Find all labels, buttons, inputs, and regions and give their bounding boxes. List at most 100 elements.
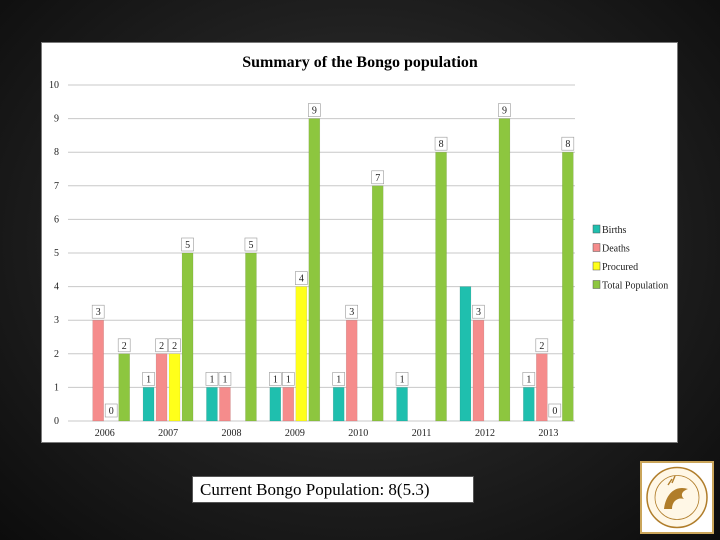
y-tick-label: 7 xyxy=(54,181,59,192)
data-label-box xyxy=(205,372,219,386)
bar-births xyxy=(523,387,535,422)
data-label: 2 xyxy=(539,341,544,352)
data-label: 8 xyxy=(439,139,444,150)
data-label-box xyxy=(155,338,168,353)
chart-panel: Summary of the Bongo population 0 1 2 3 4 5 6 7… xyxy=(41,42,678,443)
data-label: 9 xyxy=(312,106,317,117)
legend-swatch xyxy=(592,261,601,271)
chart-svg: Summary of the Bongo population 0 1 2 3 4 5 6 7… xyxy=(49,54,668,439)
y-tick-label: 1 xyxy=(54,382,59,393)
data-label: 0 xyxy=(552,406,557,417)
data-label-box xyxy=(218,372,232,386)
data-label: 8 xyxy=(565,139,570,150)
data-label-box xyxy=(117,338,131,353)
chart-title: Summary of the Bongo population xyxy=(242,54,478,71)
data-label: 0 xyxy=(109,406,114,417)
data-label-box xyxy=(104,403,118,418)
bar-total-population xyxy=(371,185,384,422)
x-tick-label: 2013 xyxy=(538,428,558,439)
bar-births xyxy=(269,387,282,422)
bar-total-population xyxy=(308,118,321,422)
data-label-box xyxy=(498,103,511,117)
x-tick-label: 2010 xyxy=(348,428,368,439)
bar-total-population xyxy=(181,252,194,422)
data-label-box xyxy=(548,403,562,418)
y-tick-label: 2 xyxy=(54,349,59,360)
bar-births xyxy=(142,387,155,422)
data-label-box xyxy=(472,304,485,319)
data-label: 1 xyxy=(400,374,405,385)
legend-label: Births xyxy=(602,225,627,236)
data-label: 1 xyxy=(336,374,341,385)
data-label-box xyxy=(244,237,258,252)
legend-swatch xyxy=(592,280,601,289)
data-label: 1 xyxy=(209,374,214,385)
data-label-box xyxy=(269,372,282,386)
legend-swatch xyxy=(592,224,601,234)
x-tick-label: 2009 xyxy=(285,428,305,439)
x-tick-label: 2006 xyxy=(95,428,115,439)
bar-births xyxy=(396,387,408,422)
bar-deaths xyxy=(219,387,231,422)
bar-births xyxy=(459,286,472,422)
data-label: 4 xyxy=(299,274,304,285)
data-label-box xyxy=(295,271,308,285)
data-label: 3 xyxy=(349,307,354,318)
data-label-box xyxy=(345,304,358,319)
data-label: 1 xyxy=(146,374,151,385)
bar-births xyxy=(206,387,218,422)
y-tick-label: 8 xyxy=(54,147,59,158)
legend-label: Total Population xyxy=(602,281,668,292)
x-tick-label: 2012 xyxy=(475,428,495,439)
data-label-box xyxy=(282,372,295,386)
data-label-box xyxy=(91,304,105,319)
data-label: 2 xyxy=(159,341,164,352)
data-label: 5 xyxy=(185,240,190,251)
bar-deaths xyxy=(536,353,548,422)
bar-total-population xyxy=(118,353,130,422)
data-label: 1 xyxy=(222,374,227,385)
bar-deaths xyxy=(282,387,295,422)
x-tick-label: 2011 xyxy=(412,428,432,439)
bar-deaths xyxy=(92,319,104,422)
bar-deaths xyxy=(155,353,168,422)
legend-label: Procured xyxy=(602,262,638,273)
data-label: 7 xyxy=(375,173,380,184)
data-label-box xyxy=(535,338,549,353)
y-tick-label: 9 xyxy=(54,114,59,125)
legend-label: Deaths xyxy=(602,244,630,255)
y-tick-label: 5 xyxy=(54,248,59,259)
data-label-box xyxy=(308,103,321,117)
data-label: 5 xyxy=(248,240,253,251)
data-label-box xyxy=(561,136,575,151)
bar-total-population xyxy=(498,118,511,422)
y-tick-label: 6 xyxy=(54,214,59,225)
bar-total-population xyxy=(245,252,257,422)
data-label: 2 xyxy=(172,341,177,352)
bar-total-population xyxy=(435,151,447,422)
y-tick-label: 0 xyxy=(54,416,59,427)
data-label: 3 xyxy=(96,307,101,318)
y-tick-label: 4 xyxy=(54,282,59,293)
y-tick-label: 3 xyxy=(54,315,59,326)
bar-procured xyxy=(168,353,181,422)
bar-deaths xyxy=(345,319,358,422)
data-label-box xyxy=(181,237,194,252)
seal-logo-icon xyxy=(640,461,714,534)
data-label: 1 xyxy=(286,374,291,385)
data-label-box xyxy=(522,372,536,386)
population-caption: Current Bongo Population: 8(5.3) xyxy=(192,476,474,503)
data-label: 2 xyxy=(122,341,127,352)
data-label-box xyxy=(371,170,384,185)
x-tick-label: 2007 xyxy=(158,428,178,439)
legend-swatch xyxy=(592,243,601,252)
data-label-box xyxy=(142,372,155,386)
x-tick-label: 2008 xyxy=(221,428,241,439)
data-label: 1 xyxy=(526,374,531,385)
data-label-box xyxy=(332,372,345,386)
data-label-box xyxy=(168,338,181,353)
data-label: 1 xyxy=(273,374,278,385)
bar-births xyxy=(332,387,345,422)
bar-procured xyxy=(295,286,308,422)
y-tick-label: 10 xyxy=(49,80,59,91)
